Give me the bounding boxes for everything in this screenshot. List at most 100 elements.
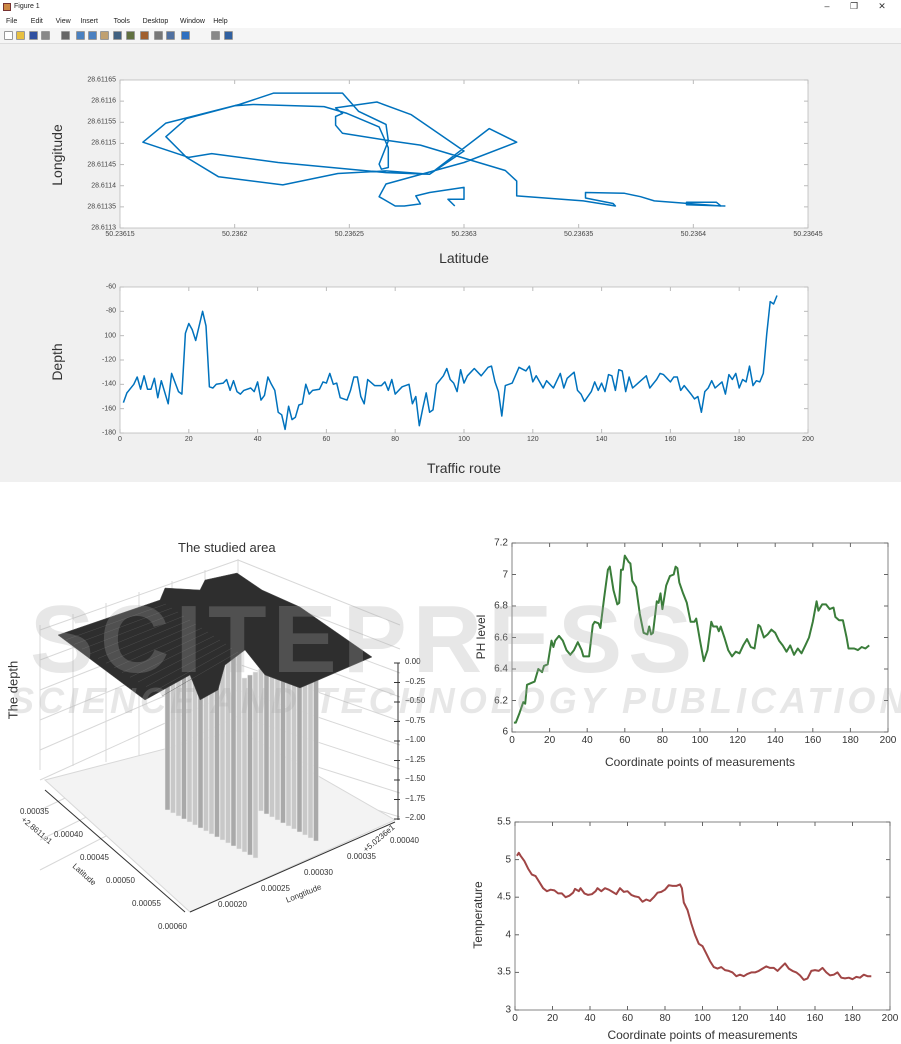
x-tick-label: 120 xyxy=(731,1013,749,1024)
menu-file[interactable]: File xyxy=(6,18,18,25)
y-tick-label: 6.2 xyxy=(494,695,508,706)
y-tick-label: 4.5 xyxy=(497,891,511,903)
x-axis-label: Traffic route xyxy=(427,460,501,476)
x-tick-label: 0 xyxy=(512,1013,518,1024)
x-tick-label: 0.00045 xyxy=(80,853,109,862)
y-tick-label: -180 xyxy=(101,429,116,437)
depth-column xyxy=(247,674,253,856)
save-icon[interactable] xyxy=(29,31,38,40)
x-tick-label: 180 xyxy=(842,735,859,746)
menu-tools[interactable]: Tools xyxy=(113,18,130,25)
y-tick-label: 3.5 xyxy=(497,966,511,978)
brush-icon[interactable] xyxy=(140,31,149,40)
x-tick-label: 60 xyxy=(619,735,631,746)
menu-help[interactable]: Help xyxy=(213,18,228,25)
menu-view[interactable]: View xyxy=(55,18,71,25)
new-figure-icon[interactable] xyxy=(4,31,13,40)
x-tick-label: 200 xyxy=(879,735,897,746)
depth-column xyxy=(236,640,242,850)
x-tick-label: 200 xyxy=(881,1013,899,1024)
y-tick-label: 0.00020 xyxy=(218,900,247,909)
surface-mesh-line xyxy=(153,647,233,692)
depth-column xyxy=(252,671,259,859)
menu-window[interactable]: Window xyxy=(180,18,205,25)
rotate-icon[interactable] xyxy=(113,31,122,40)
z-tick-label: −1.50 xyxy=(405,774,426,783)
x-tick-label: 0.00060 xyxy=(158,922,187,931)
restore-button[interactable]: ❐ xyxy=(849,1,859,11)
z-tick-label: 0.00 xyxy=(405,657,421,666)
x-tick-label: 0.00040 xyxy=(54,830,83,839)
x-tick-label: 0 xyxy=(118,436,122,443)
depth-column xyxy=(274,659,281,821)
surface-mesh-line xyxy=(161,651,239,697)
x-tick-label: 0.00055 xyxy=(132,899,161,908)
print-icon[interactable] xyxy=(41,31,50,40)
x-tick-label: 50.23625 xyxy=(334,231,364,238)
data-cursor-icon[interactable] xyxy=(126,31,135,40)
x-tick-label: 100 xyxy=(458,436,470,443)
zoom-in-icon[interactable] xyxy=(76,31,85,40)
x-tick-label: 60 xyxy=(621,1013,634,1024)
x-tick-label: 160 xyxy=(804,735,822,746)
surface-mesh-line xyxy=(81,611,179,650)
x-tick-label: 40 xyxy=(581,735,593,746)
z-tick-label: −0.50 xyxy=(405,696,426,705)
series-line-depth xyxy=(122,295,778,431)
y-tick-label: -140 xyxy=(101,380,116,388)
close-button[interactable]: ✕ xyxy=(878,1,886,11)
y-tick-label: 0.00025 xyxy=(261,884,290,893)
menu-desktop[interactable]: Desktop xyxy=(142,18,169,25)
surface-mesh-line xyxy=(97,619,191,659)
depth-column xyxy=(241,677,248,853)
series-line-route xyxy=(142,92,726,207)
menu-edit[interactable]: Edit xyxy=(30,18,43,25)
surface-mesh-line xyxy=(113,627,203,669)
depth-column xyxy=(170,676,176,814)
plot-area xyxy=(515,822,890,1010)
x-tick-label: 20 xyxy=(184,436,193,443)
x-tick-label: 50.23635 xyxy=(564,231,594,238)
depth-column xyxy=(175,673,182,817)
y-tick-label: 6.4 xyxy=(494,663,508,675)
zoom-out-icon[interactable] xyxy=(88,31,97,40)
x-tick-label: 0.00050 xyxy=(106,876,135,885)
y-tick-label: 6.6 xyxy=(494,632,508,643)
depth-column xyxy=(186,667,193,823)
y-tick-label: 5 xyxy=(505,854,511,866)
y-tick-label: -120 xyxy=(101,356,116,364)
colorbar-icon[interactable] xyxy=(166,31,175,40)
show-plot-tools-icon[interactable] xyxy=(224,31,233,40)
z-tick-label: −1.75 xyxy=(405,793,426,803)
y-tick-label: 7 xyxy=(502,569,508,580)
surface-mesh-line xyxy=(145,643,227,687)
minimize-button[interactable]: – xyxy=(824,1,830,11)
x-tick-label: 140 xyxy=(766,735,784,746)
y-tick-label: 6 xyxy=(502,726,508,738)
x-tick-label: 160 xyxy=(664,436,677,443)
y-tick-label: -160 xyxy=(101,405,116,413)
series-line-ph xyxy=(513,554,870,724)
hide-plot-tools-icon[interactable] xyxy=(211,31,220,40)
title-bar: Figure 1 – ❐ ✕ xyxy=(0,0,901,15)
y-tick-label: 28.6113 xyxy=(91,224,116,232)
z-tick-label: −1.00 xyxy=(405,735,426,744)
x-tick-label: 80 xyxy=(659,1013,671,1024)
x-axis xyxy=(44,789,186,913)
y-tick-label: 0.00035 xyxy=(347,852,376,861)
depth-column xyxy=(313,678,319,842)
pointer-icon[interactable] xyxy=(61,31,70,40)
x-tick-label: 140 xyxy=(595,436,608,443)
open-icon[interactable] xyxy=(16,31,25,40)
menu-insert[interactable]: Insert xyxy=(80,18,98,25)
plot-area xyxy=(120,287,808,433)
series-line-temp xyxy=(516,851,872,981)
legend-icon[interactable] xyxy=(181,31,190,40)
x-axis-label: Latitude xyxy=(439,250,489,266)
link-icon[interactable] xyxy=(154,31,163,40)
pan-icon[interactable] xyxy=(100,31,109,40)
x-tick-label: 0.00035 xyxy=(20,807,49,816)
